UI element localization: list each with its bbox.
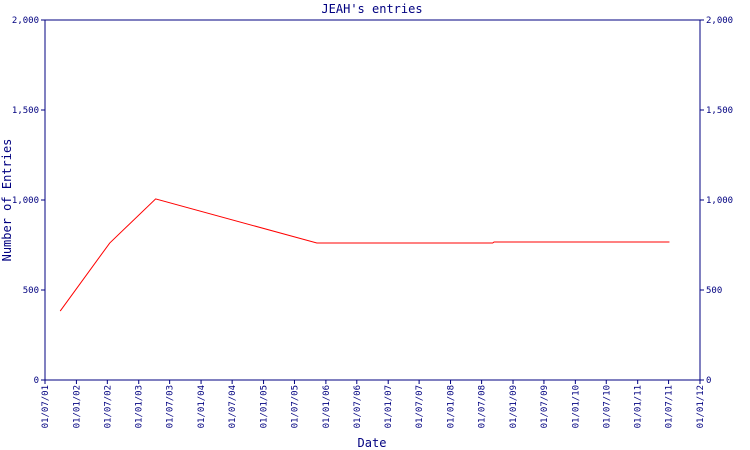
x-tick-label: 01/01/04: [197, 385, 207, 428]
x-axis-label: Date: [358, 436, 387, 450]
x-tick-label: 01/07/02: [103, 385, 113, 428]
y-axis-label: Number of Entries: [0, 139, 14, 262]
x-tick-label: 01/07/07: [415, 385, 425, 428]
x-tick-label: 01/01/10: [571, 385, 581, 428]
x-tick-label: 01/01/07: [384, 385, 394, 428]
y-tick-label: 500: [23, 286, 39, 296]
x-tick-label: 01/07/05: [290, 385, 300, 428]
y-tick-label: 0: [34, 376, 39, 386]
y-tick-label: 1,000: [12, 196, 39, 206]
x-tick-label: 01/01/02: [72, 385, 82, 428]
x-tick-label: 01/07/11: [665, 385, 675, 428]
x-tick-label: 01/07/03: [166, 385, 176, 428]
x-tick-label: 01/01/06: [322, 385, 332, 428]
y-tick-label: 2,000: [12, 16, 39, 26]
x-tick-label: 01/01/12: [696, 385, 706, 428]
x-tick-label: 01/01/11: [634, 385, 644, 428]
x-tick-label: 01/07/06: [353, 385, 363, 428]
x-tick-label: 01/07/10: [602, 385, 612, 428]
line: [59, 198, 670, 312]
x-tick-label: 01/01/08: [447, 385, 457, 428]
plot-frame: [44, 19, 701, 381]
x-tick-label: 01/01/05: [260, 385, 270, 428]
y2-tick-label: 500: [706, 286, 722, 296]
x-tick-label: 01/01/09: [509, 385, 519, 428]
chart-title: JEAH's entries: [321, 2, 422, 16]
x-tick-label: 01/07/01: [41, 385, 51, 428]
x-tick-label: 01/07/04: [228, 385, 238, 428]
y-tick-label: 1,500: [12, 106, 39, 116]
y2-tick-label: 1,000: [706, 196, 733, 206]
y2-tick-label: 1,500: [706, 106, 733, 116]
x-tick-label: 01/07/09: [540, 385, 550, 428]
y2-tick-label: 2,000: [706, 16, 733, 26]
x-tick-label: 01/07/08: [478, 385, 488, 428]
x-tick-label: 01/01/03: [135, 385, 145, 428]
y2-tick-label: 0: [706, 376, 711, 386]
